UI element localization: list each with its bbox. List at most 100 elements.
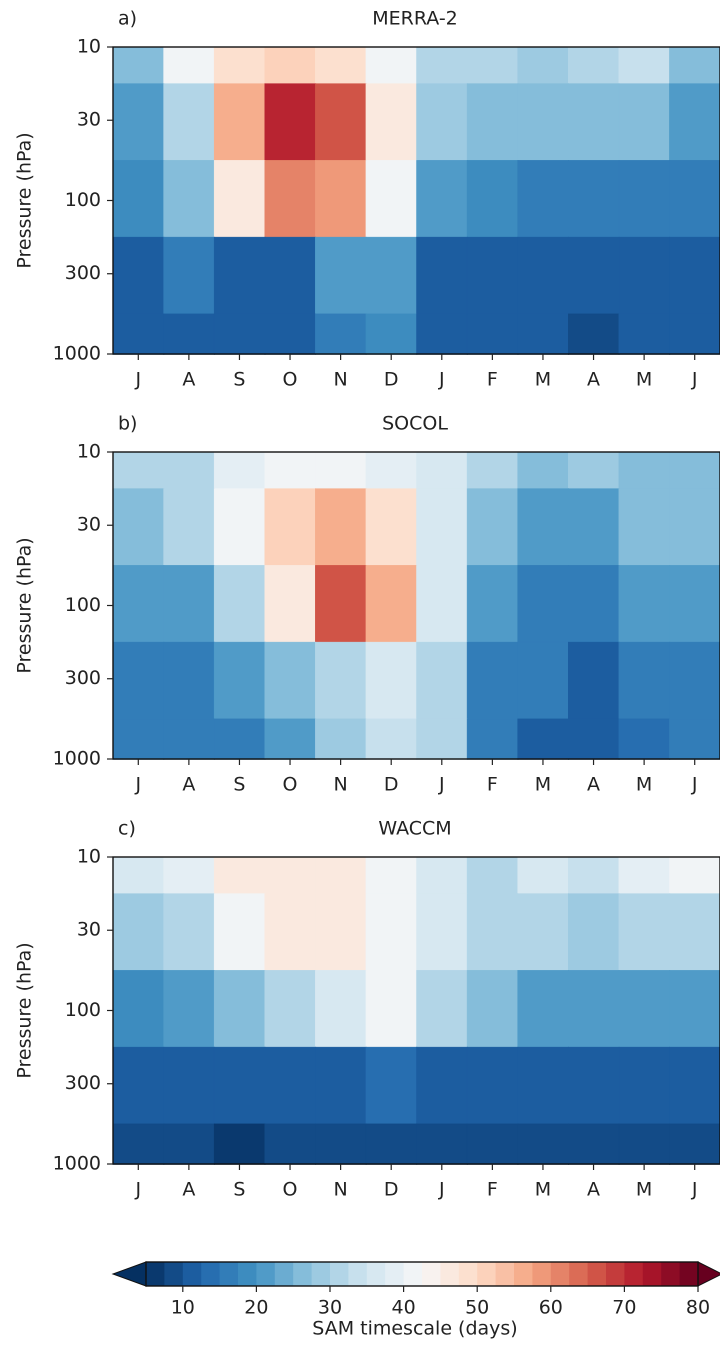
- y-tick-label: 10: [77, 846, 101, 868]
- heat-cell: [416, 856, 468, 895]
- x-tick-label: J: [134, 369, 141, 391]
- heat-cell: [618, 1123, 671, 1165]
- panel-label: b): [118, 413, 137, 435]
- y-axis-label: Pressure (hPa): [14, 132, 36, 268]
- heat-cell: [466, 313, 519, 355]
- heat-cell: [365, 565, 418, 643]
- heat-cell: [365, 488, 418, 567]
- heat-cell: [568, 83, 620, 162]
- colorbar-segment: [201, 1262, 220, 1286]
- x-tick-label: D: [384, 369, 399, 391]
- x-tick-label: J: [134, 1179, 141, 1201]
- heat-cell: [112, 1123, 165, 1165]
- heat-cell: [618, 893, 671, 972]
- colorbar-label: SAM timescale (days): [312, 1318, 517, 1340]
- heat-cell: [112, 856, 165, 895]
- heat-cell: [618, 970, 671, 1048]
- heat-cell: [517, 313, 570, 355]
- x-tick-label: J: [691, 774, 698, 796]
- heat-cell: [416, 451, 468, 490]
- colorbar-segment: [274, 1262, 294, 1286]
- colorbar-extend-low: [111, 1261, 147, 1287]
- heat-cell: [618, 856, 671, 895]
- heat-cell: [213, 893, 266, 972]
- heat-cell: [669, 970, 720, 1048]
- heat-cell: [112, 236, 165, 315]
- y-tick-label: 300: [65, 262, 101, 284]
- heat-cell: [213, 1123, 266, 1165]
- heat-cell: [618, 1046, 671, 1125]
- x-tick-label: F: [487, 774, 498, 796]
- colorbar-segment: [146, 1262, 165, 1286]
- x-tick-label: D: [384, 1179, 399, 1201]
- heat-cell: [163, 451, 215, 490]
- heat-cell: [315, 1123, 367, 1165]
- heat-cell: [517, 856, 570, 895]
- heat-cell: [264, 641, 317, 720]
- heat-cell: [568, 160, 620, 238]
- colorbar-segment: [587, 1262, 607, 1286]
- heat-cell: [568, 565, 620, 643]
- heat-cell: [163, 718, 215, 760]
- heat-cell: [315, 236, 367, 315]
- heat-cell: [416, 1046, 468, 1125]
- x-tick-label: J: [691, 1179, 698, 1201]
- heat-cell: [669, 893, 720, 972]
- heat-cell: [264, 970, 317, 1048]
- heat-cell: [315, 718, 367, 760]
- x-tick-label: A: [182, 1179, 195, 1201]
- heat-cell: [568, 893, 620, 972]
- heat-cell: [466, 1046, 519, 1125]
- heat-cell: [213, 1046, 266, 1125]
- heat-cell: [264, 451, 317, 490]
- colorbar-tick-label: 10: [171, 1297, 195, 1319]
- heat-cell: [669, 313, 720, 355]
- heat-cell: [416, 718, 468, 760]
- heat-cell: [315, 488, 367, 567]
- heat-cell: [416, 46, 468, 85]
- heat-cell: [264, 856, 317, 895]
- heat-cell: [264, 46, 317, 85]
- heat-cell: [416, 1123, 468, 1165]
- heat-cell: [568, 718, 620, 760]
- x-tick-label: A: [182, 369, 195, 391]
- heat-cell: [112, 893, 165, 972]
- y-tick-label: 300: [65, 1072, 101, 1094]
- x-tick-label: M: [535, 369, 551, 391]
- colorbar-tick-label: 80: [686, 1297, 710, 1319]
- heat-cell: [365, 236, 418, 315]
- heat-cell: [466, 565, 519, 643]
- panel-title: SOCOL: [382, 413, 448, 435]
- heat-cell: [517, 565, 570, 643]
- heat-cell: [669, 451, 720, 490]
- heat-cell: [517, 718, 570, 760]
- colorbar-segment: [385, 1262, 404, 1286]
- heat-cell: [568, 1123, 620, 1165]
- colorbar-segment: [495, 1262, 515, 1286]
- y-tick-label: 30: [77, 514, 101, 536]
- heat-cell: [112, 488, 165, 567]
- y-tick-label: 100: [65, 594, 101, 616]
- heat-cell: [315, 970, 367, 1048]
- colorbar-segment: [661, 1262, 680, 1286]
- x-tick-label: J: [438, 774, 445, 796]
- heat-cell: [163, 160, 215, 238]
- x-tick-label: A: [587, 369, 600, 391]
- heat-cell: [416, 160, 468, 238]
- x-tick-label: J: [438, 369, 445, 391]
- heat-cell: [669, 718, 720, 760]
- heat-cell: [365, 83, 418, 162]
- heat-cell: [163, 83, 215, 162]
- heat-cell: [315, 313, 367, 355]
- heat-cell: [365, 970, 418, 1048]
- heat-cell: [618, 718, 671, 760]
- heat-cell: [163, 46, 215, 85]
- heat-cell: [365, 451, 418, 490]
- heat-cell: [416, 83, 468, 162]
- panel-label: c): [118, 818, 136, 840]
- heat-cell: [112, 46, 165, 85]
- x-tick-label: D: [384, 774, 399, 796]
- heat-cell: [466, 46, 519, 85]
- x-tick-label: N: [334, 369, 348, 391]
